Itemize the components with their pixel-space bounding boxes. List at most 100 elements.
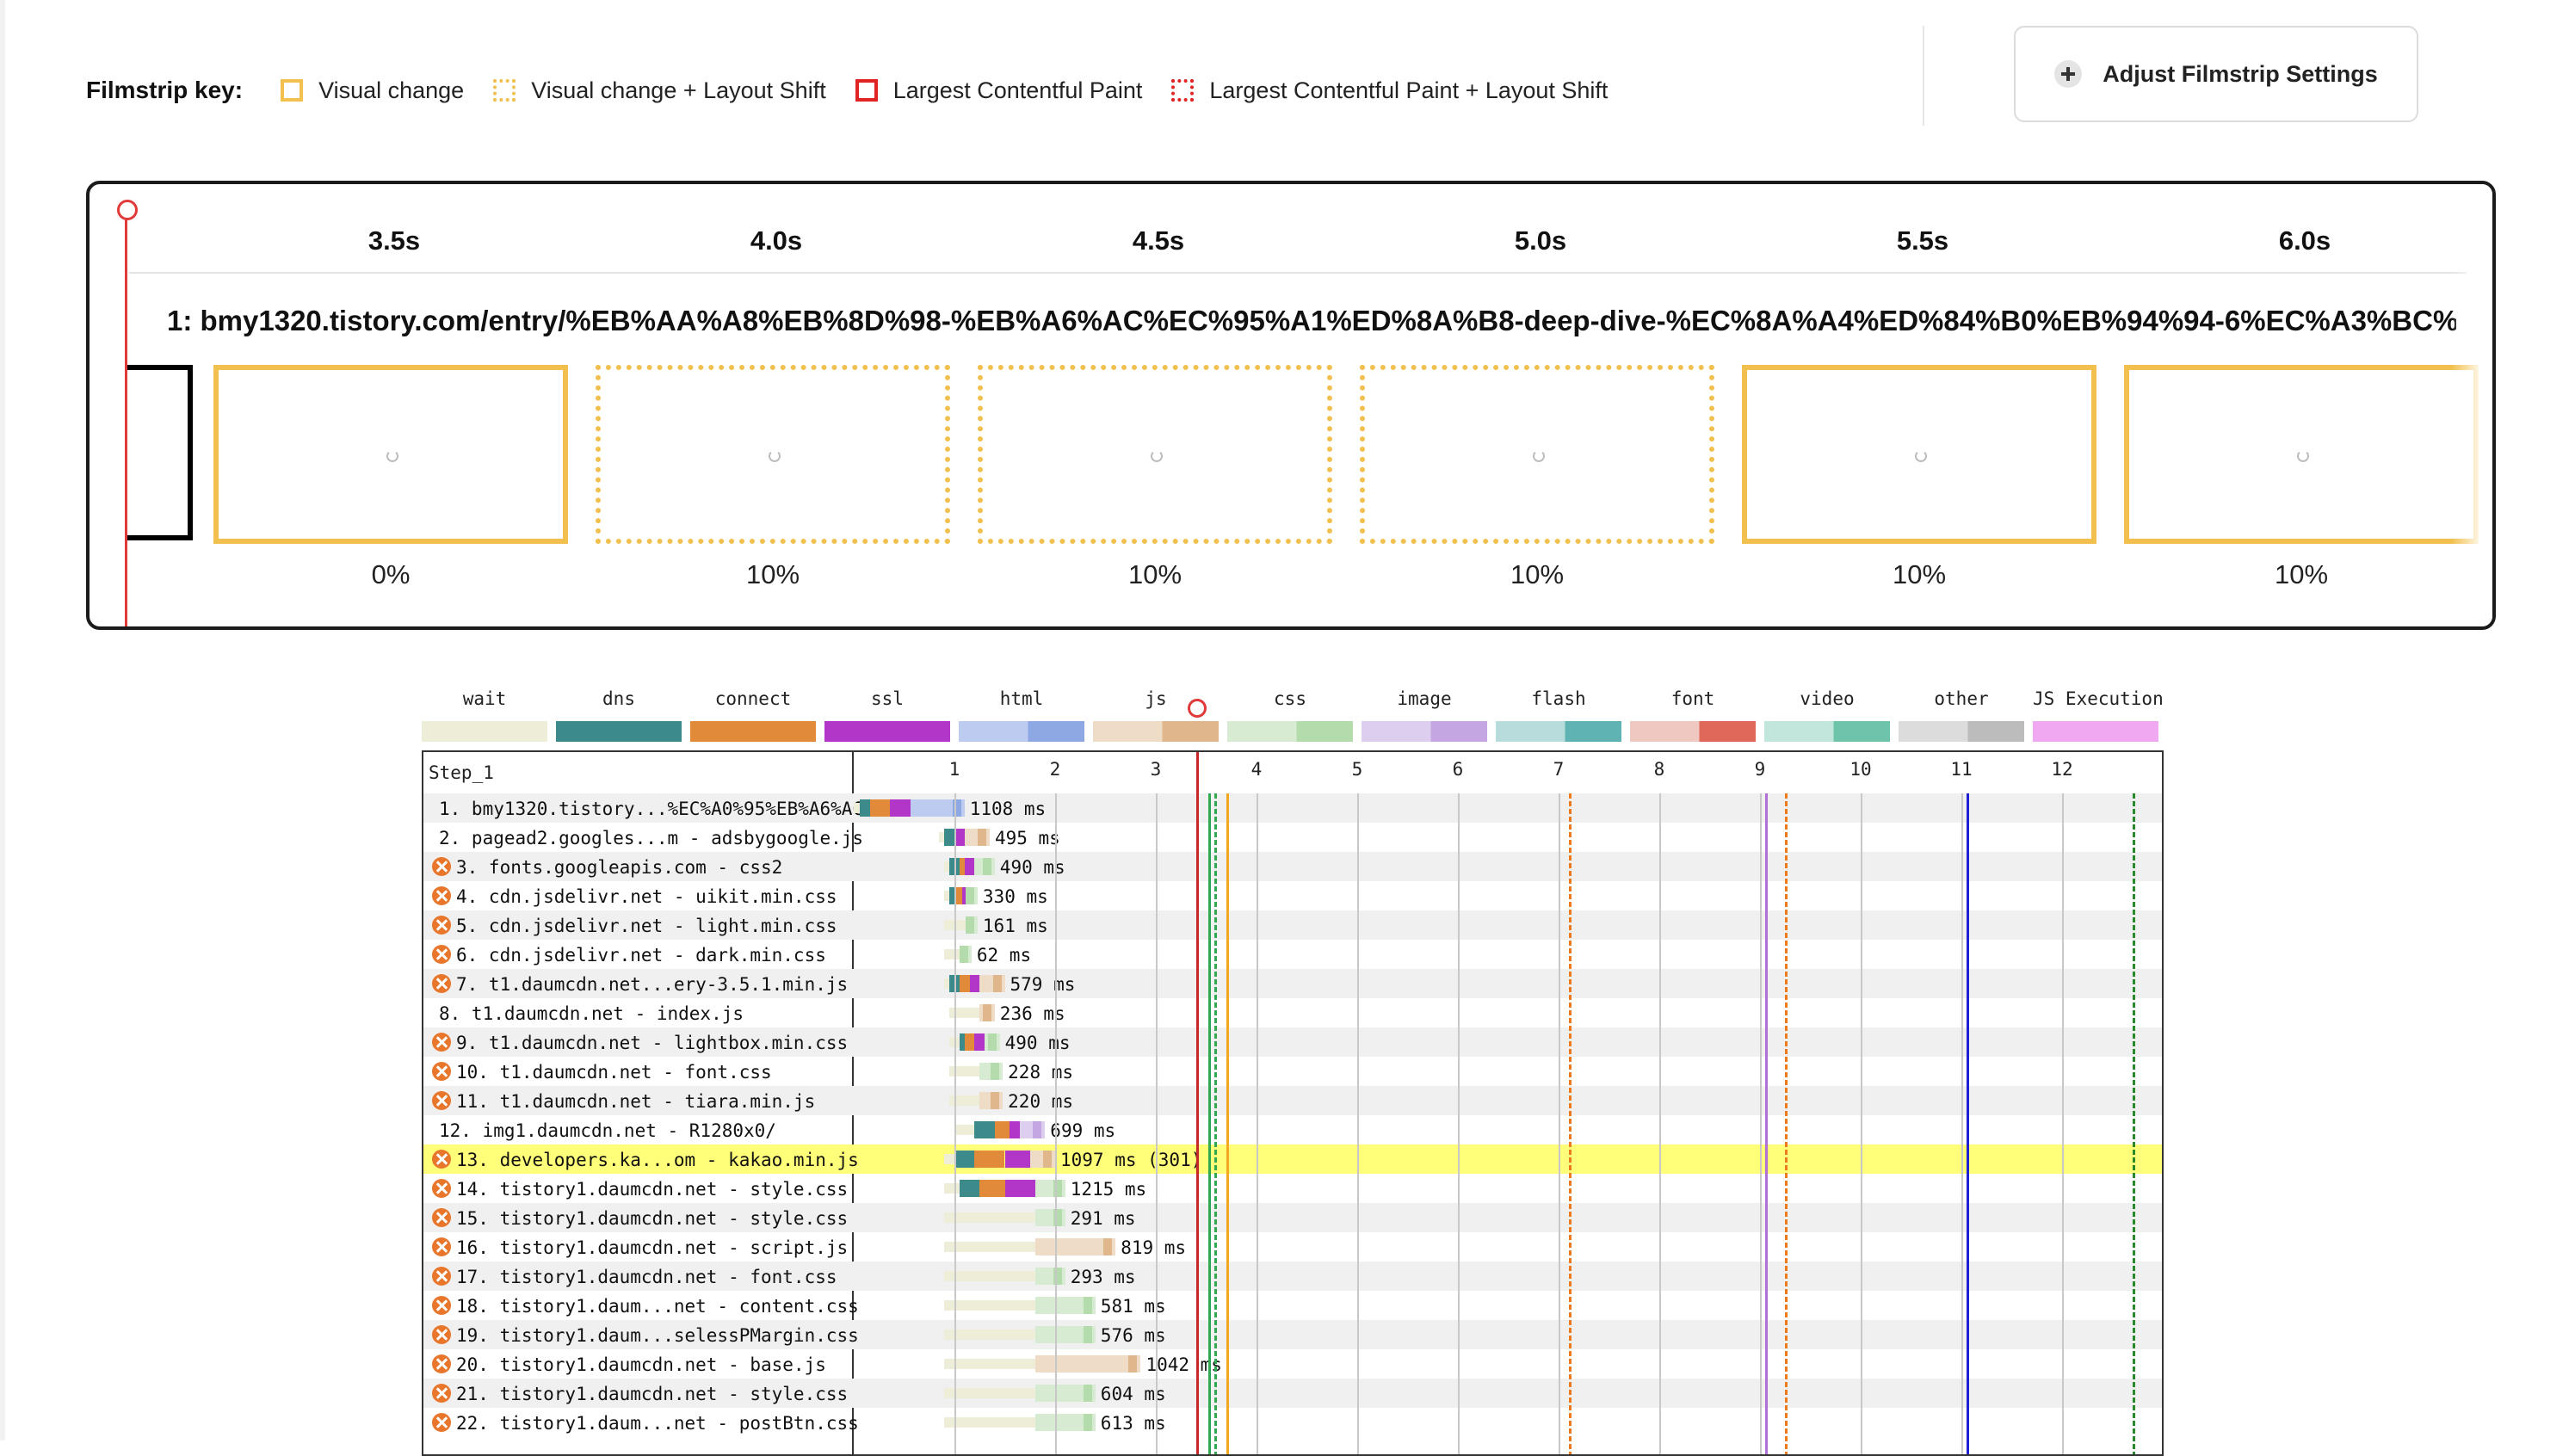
legend-swatch: [1362, 721, 1487, 742]
filmstrip-frame[interactable]: [1360, 365, 1714, 544]
grid-line: [1861, 793, 1862, 1454]
filmstrip-frame[interactable]: [1742, 365, 2096, 544]
legend-item-font: font: [1630, 688, 1756, 745]
grid-line: [1156, 793, 1158, 1454]
time-tick-label: 12: [2051, 759, 2073, 780]
warning-icon: [432, 1150, 451, 1169]
request-row[interactable]: 1. bmy1320.tistory...%EC%A0%95%EB%A6%AC 1…: [423, 793, 2162, 823]
request-row[interactable]: 21. tistory1.daumcdn.net - style.css 604 …: [423, 1379, 2162, 1408]
timing-marker: [1226, 793, 1229, 1454]
request-row[interactable]: 8. t1.daumcdn.net - index.js 236 ms: [423, 998, 2162, 1027]
warning-icon: [432, 1091, 451, 1110]
bar-wait: [944, 1330, 1035, 1340]
bar-wait: [944, 1242, 1035, 1252]
key-lcp-layout-shift: Largest Contentful Paint + Layout Shift: [1171, 77, 1608, 104]
time-tick-label: 5: [1351, 759, 1363, 780]
bar-download-active: [1053, 1268, 1062, 1285]
filmstrip-cursor-handle[interactable]: [117, 200, 138, 220]
bar-wait: [949, 1037, 960, 1047]
bar-download-active: [977, 829, 986, 846]
filmstrip-frame[interactable]: [596, 365, 950, 544]
bar-dns: [949, 887, 957, 904]
warning-icon: [432, 1413, 451, 1432]
request-row[interactable]: 19. tistory1.daum...selessPMargin.css 576…: [423, 1320, 2162, 1349]
request-row[interactable]: 7. t1.daumcdn.net...ery-3.5.1.min.js 579 …: [423, 969, 2162, 998]
bar-wait: [944, 891, 950, 901]
legend-swatch: [1093, 721, 1219, 742]
request-duration: 291 ms: [1070, 1208, 1136, 1229]
filmstrip-visual-progress: 10%: [745, 559, 800, 589]
request-row[interactable]: 20. tistory1.daumcdn.net - base.js 1042 m…: [423, 1349, 2162, 1379]
request-row[interactable]: 2. pagead2.googles...m - adsbygoogle.js 4…: [423, 823, 2162, 852]
request-duration: 228 ms: [1008, 1062, 1074, 1083]
request-row[interactable]: 17. tistory1.daumcdn.net - font.css 293 m…: [423, 1262, 2162, 1291]
request-duration: 293 ms: [1070, 1267, 1136, 1287]
bar-ssl: [954, 829, 965, 846]
adjust-filmstrip-settings-button[interactable]: Adjust Filmstrip Settings: [2014, 26, 2418, 122]
request-row[interactable]: 12. img1.daumcdn.net - R1280x0/699 ms: [423, 1115, 2162, 1144]
timing-marker: [1966, 793, 1969, 1454]
legend-label: image: [1397, 688, 1452, 709]
filmstrip-frame[interactable]: [213, 365, 568, 544]
bar-dns: [954, 1151, 975, 1168]
request-row[interactable]: 10. t1.daumcdn.net - font.css 228 ms: [423, 1057, 2162, 1086]
filmstrip-time-label: 4.0s: [750, 225, 803, 256]
filmstrip-frame[interactable]: [2124, 365, 2479, 544]
bar-ssl: [969, 975, 980, 992]
warning-icon: [432, 1354, 451, 1373]
request-duration: 236 ms: [999, 1003, 1065, 1024]
filmstrip-visual-progress: 10%: [1510, 559, 1565, 589]
legend-swatch: [422, 721, 547, 742]
spinner-icon: [1151, 450, 1163, 462]
request-row[interactable]: 11. t1.daumcdn.net - tiara.min.js 220 ms: [423, 1086, 2162, 1115]
bar-connect: [964, 1033, 975, 1051]
legend-swatch: [1899, 721, 2024, 742]
filmstrip-fade: [2451, 184, 2492, 626]
request-row[interactable]: 9. t1.daumcdn.net - lightbox.min.css 490 …: [423, 1027, 2162, 1057]
legend-label: ssl: [871, 688, 904, 709]
bar-dns: [959, 1180, 980, 1197]
waterfall-chart[interactable]: Step_1 1 2 3 4 5 6 7 8 9 10 11 12 1. bmy1320.tistor…: [422, 750, 2164, 1456]
legend-item-dns: dns: [556, 688, 682, 745]
bar-download-active: [1083, 1326, 1092, 1343]
filmstrip-time-label: 5.5s: [1896, 225, 1949, 256]
timing-marker: [1207, 793, 1211, 1454]
bar-download-active: [1083, 1297, 1092, 1314]
filmstrip-frame-previous[interactable]: [126, 365, 193, 540]
request-name: 14. tistory1.daumcdn.net - style.css: [456, 1179, 849, 1200]
spinner-icon: [769, 450, 781, 462]
legend-label: css: [1274, 688, 1306, 709]
grid-line: [1055, 793, 1057, 1454]
request-duration: 330 ms: [982, 886, 1048, 907]
bar-ssl: [1004, 1180, 1035, 1197]
bar-dns: [944, 829, 954, 846]
waterfall-cursor-line[interactable]: [1195, 752, 1199, 1454]
request-row[interactable]: 13. developers.ka...om - kakao.min.js 109…: [423, 1144, 2162, 1174]
bar-connect: [974, 1151, 1005, 1168]
request-row[interactable]: 14. tistory1.daumcdn.net - style.css 1215…: [423, 1174, 2162, 1203]
request-name: 13. developers.ka...om - kakao.min.js: [456, 1150, 859, 1170]
filmstrip-frame[interactable]: [978, 365, 1332, 544]
grid-line: [1760, 793, 1762, 1454]
request-duration: 604 ms: [1100, 1384, 1166, 1404]
bar-wait: [949, 1008, 980, 1018]
key-label: Largest Contentful Paint + Layout Shift: [1209, 77, 1609, 103]
bar-download-active: [1043, 1151, 1052, 1168]
request-row[interactable]: 15. tistory1.daumcdn.net - style.css 291 …: [423, 1203, 2162, 1232]
bar-download: [968, 946, 972, 963]
request-row[interactable]: 18. tistory1.daum...net - content.css 581…: [423, 1291, 2162, 1320]
filmstrip[interactable]: 1: bmy1320.tistory.com/entry/%EB%AA%A8%E…: [86, 181, 2496, 630]
request-row[interactable]: 4. cdn.jsdelivr.net - uikit.min.css 330 m…: [423, 881, 2162, 910]
request-row[interactable]: 22. tistory1.daum...net - postBtn.css 613…: [423, 1408, 2162, 1437]
request-row[interactable]: 5. cdn.jsdelivr.net - light.min.css 161 m…: [423, 910, 2162, 940]
filmstrip-cursor-line[interactable]: [125, 212, 127, 626]
bar-download-active: [1083, 1385, 1092, 1402]
time-tick-label: 9: [1754, 759, 1766, 780]
waterfall-cursor-handle[interactable]: [1187, 699, 1207, 718]
request-row[interactable]: 16. tistory1.daumcdn.net - script.js 819 …: [423, 1232, 2162, 1262]
request-row[interactable]: 6. cdn.jsdelivr.net - dark.min.css 62 ms: [423, 940, 2162, 969]
bar-download: [1034, 1297, 1096, 1314]
legend-label: wait: [462, 688, 507, 709]
request-row[interactable]: 3. fonts.googleapis.com - css2 490 ms: [423, 852, 2162, 881]
request-name: 7. t1.daumcdn.net...ery-3.5.1.min.js: [456, 974, 849, 995]
